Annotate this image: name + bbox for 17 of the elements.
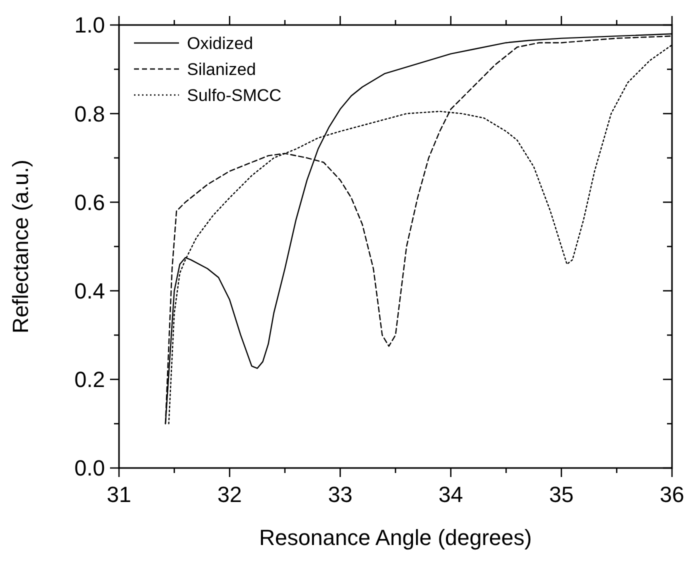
x-tick-label: 35 (549, 482, 574, 507)
y-tick-label: 0.4 (74, 278, 105, 304)
x-axis-title: Resonance Angle (degrees) (259, 525, 532, 550)
x-tick-label: 33 (328, 482, 352, 507)
x-tick-label: 36 (660, 482, 684, 507)
x-tick-label: 31 (106, 482, 132, 507)
legend-label: Oxidized (187, 34, 254, 53)
y-tick-label: 1.0 (74, 12, 105, 38)
y-tick-label: 0.6 (74, 190, 105, 215)
legend-label: Sulfo-SMCC (187, 86, 282, 105)
y-tick-label: 0.2 (74, 367, 105, 392)
x-tick-label: 34 (438, 482, 464, 507)
y-axis-title: Reflectance (a.u.) (8, 160, 33, 334)
legend-label: Silanized (187, 60, 256, 79)
y-tick-label: 0.8 (74, 101, 105, 126)
y-tick-label: 0.0 (74, 456, 105, 481)
x-tick-label: 32 (217, 482, 242, 507)
